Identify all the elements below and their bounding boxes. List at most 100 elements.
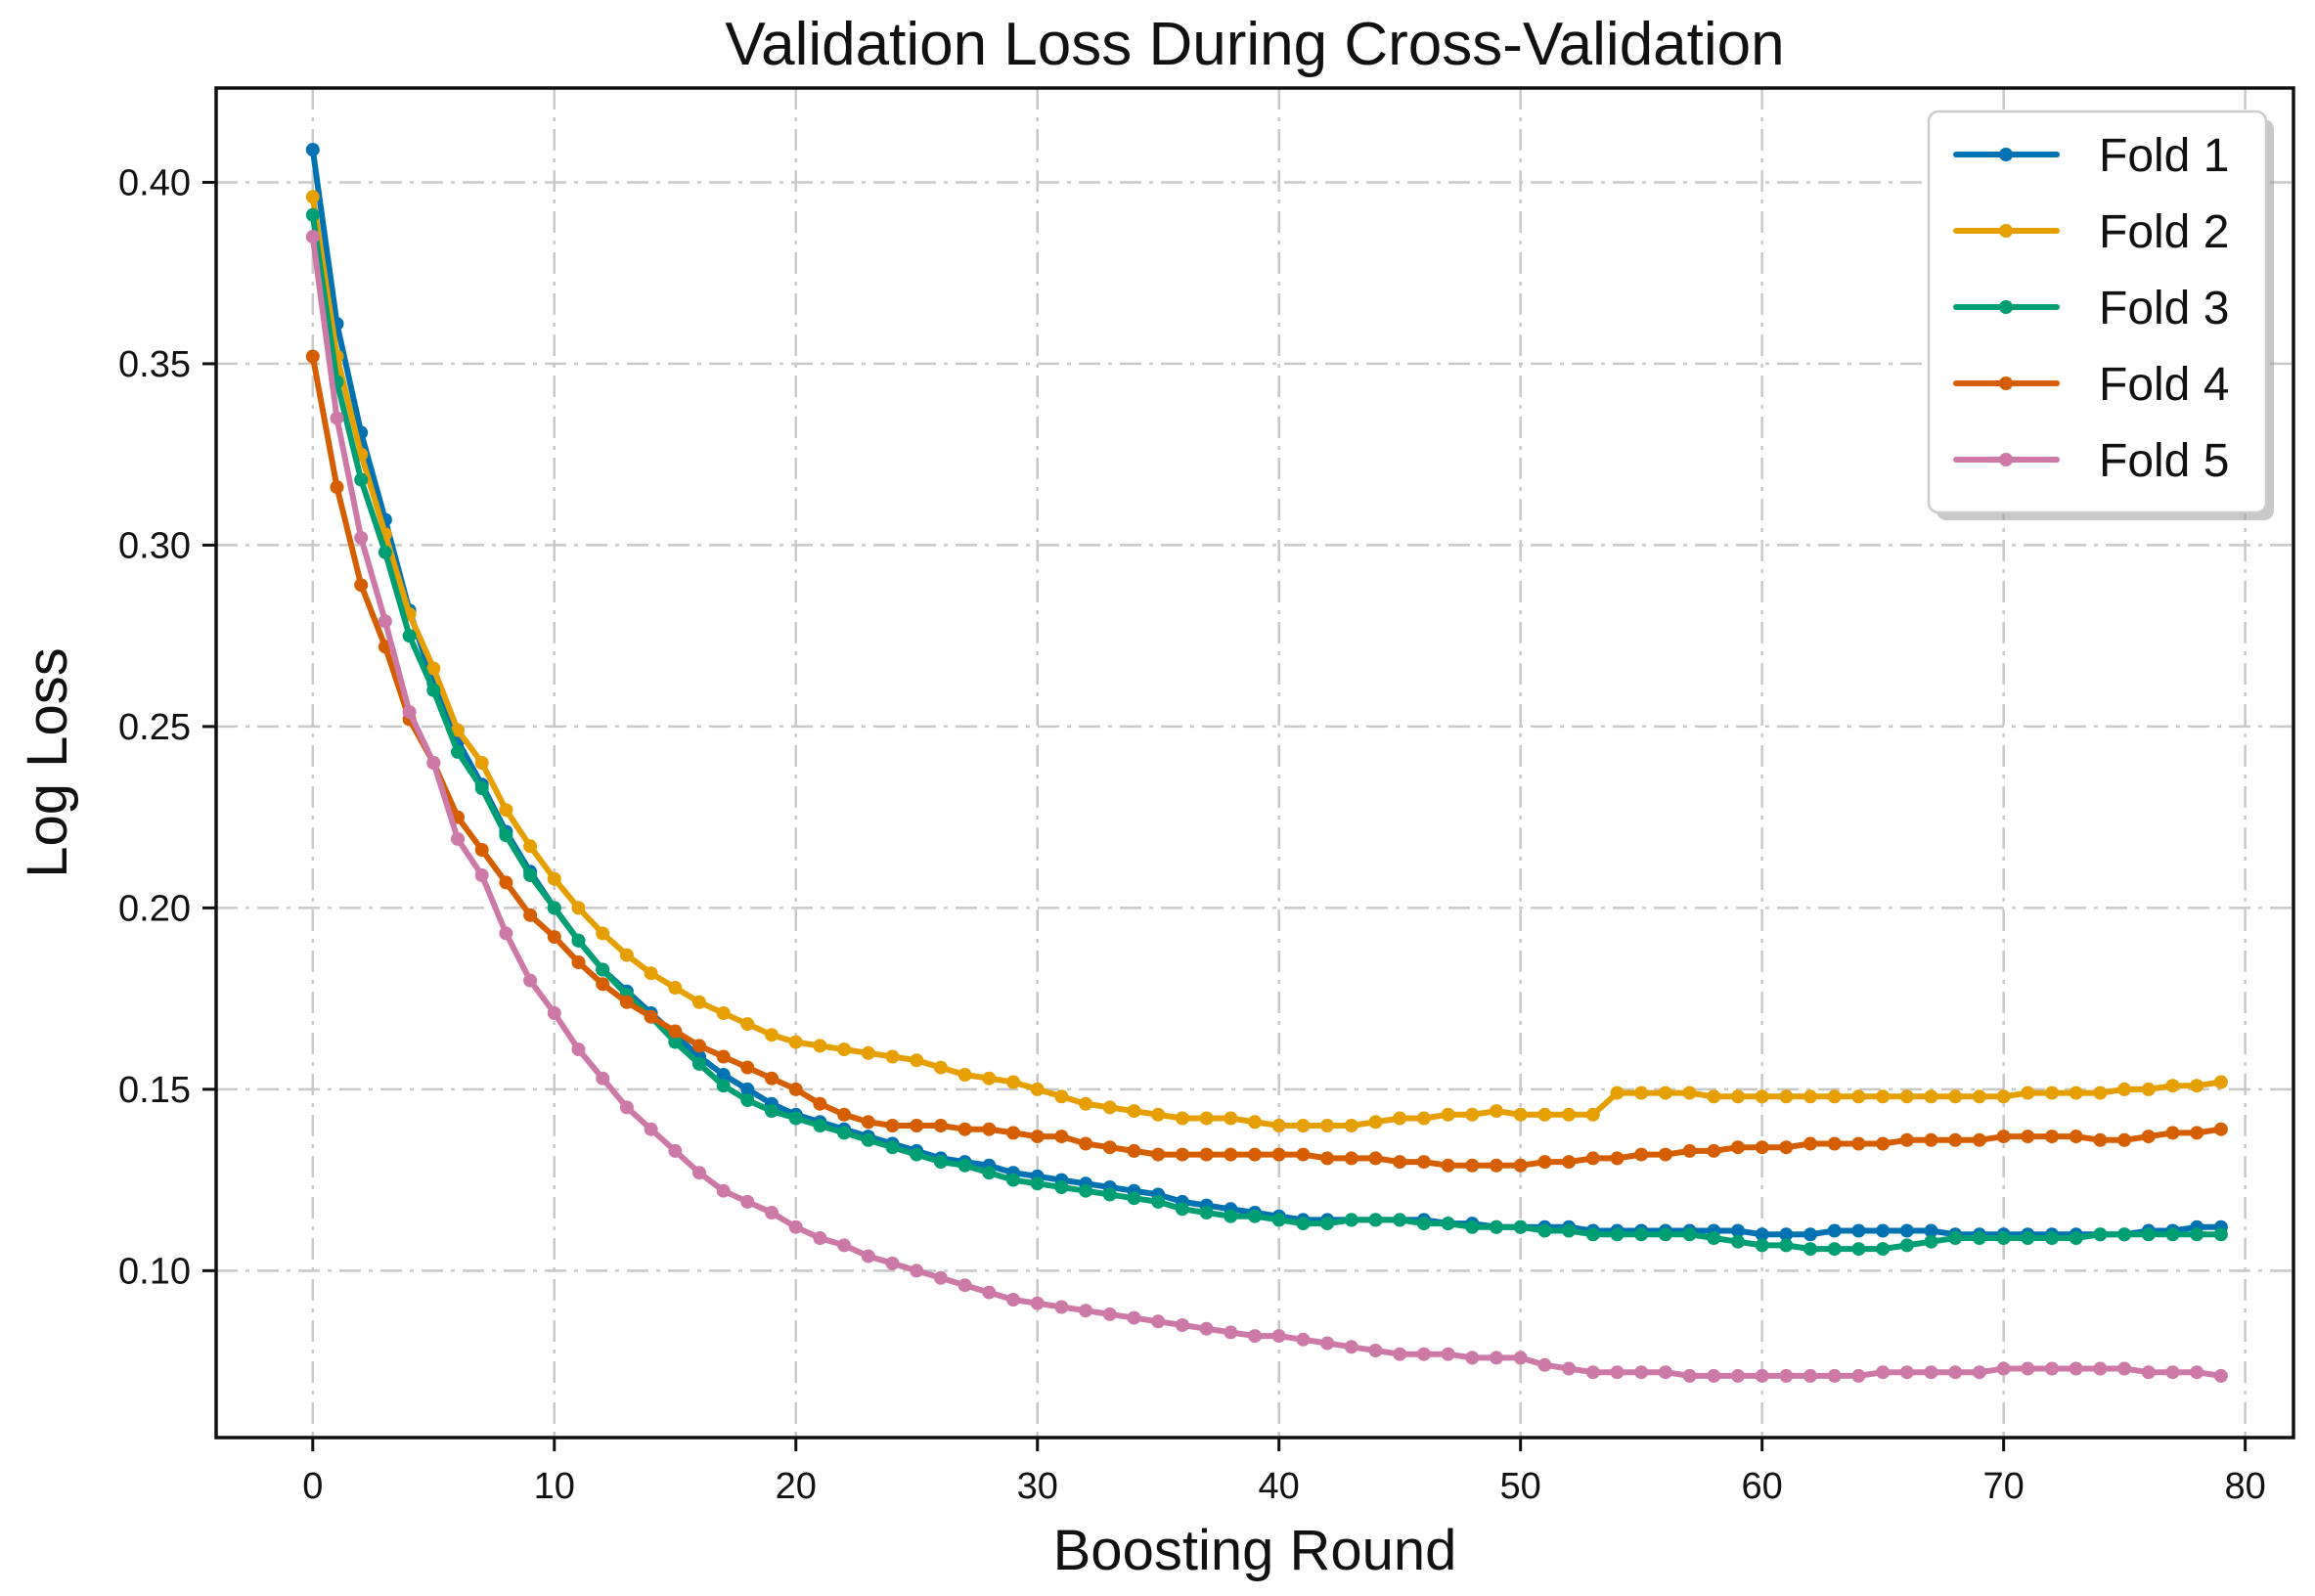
data-point <box>1658 1147 1672 1162</box>
x-tick-label: 50 <box>1500 1466 1541 1507</box>
data-point <box>1851 1223 1866 1238</box>
data-point <box>1707 1143 1721 1158</box>
data-point <box>2117 1082 2132 1096</box>
data-point <box>474 756 489 770</box>
data-point <box>2021 1130 2035 1144</box>
data-point <box>547 1006 561 1020</box>
data-point <box>1682 1086 1697 1100</box>
data-point <box>1054 1089 1069 1104</box>
legend-box <box>1927 110 2268 514</box>
legend: Fold 1 Fold 2 Fold 3 Fold 4 Fold 5 <box>1927 110 2274 520</box>
data-point <box>1924 1132 1938 1147</box>
data-point <box>2213 1075 2228 1089</box>
data-point <box>499 875 513 890</box>
data-point <box>933 1155 948 1170</box>
data-point <box>1972 1365 1986 1380</box>
data-point <box>1924 1234 1938 1249</box>
data-point <box>2165 1079 2180 1093</box>
data-point <box>1151 1194 1166 1209</box>
data-point <box>523 868 538 882</box>
data-point <box>1779 1368 1794 1383</box>
data-point <box>1054 1300 1069 1314</box>
data-point <box>2141 1227 2156 1242</box>
data-point <box>1537 1155 1552 1170</box>
data-point <box>571 933 586 948</box>
data-point <box>1079 1183 1093 1198</box>
data-point <box>1344 1340 1358 1354</box>
data-point <box>1368 1115 1383 1130</box>
data-point <box>1731 1223 1745 1238</box>
data-point <box>740 1017 755 1032</box>
data-point <box>740 1082 755 1096</box>
data-point <box>547 930 561 945</box>
data-point <box>2141 1082 2156 1096</box>
data-point <box>2165 1126 2180 1140</box>
data-point <box>474 868 489 882</box>
y-tick-label: 0.25 <box>118 707 191 748</box>
data-point <box>1996 1130 2011 1144</box>
data-point <box>1731 1140 1745 1155</box>
data-point <box>1271 1119 1286 1132</box>
data-point <box>1585 1107 1600 1122</box>
data-point <box>2069 1130 2083 1144</box>
legend-swatch-marker <box>1999 300 2013 314</box>
x-tick-label: 60 <box>1742 1466 1783 1507</box>
data-point <box>1827 1136 1842 1151</box>
data-point <box>1803 1242 1817 1257</box>
data-point <box>1127 1310 1141 1325</box>
data-point <box>619 995 634 1009</box>
x-tick-label: 30 <box>1017 1466 1058 1507</box>
data-point <box>1924 1365 1938 1380</box>
data-point <box>1731 1234 1745 1249</box>
data-point <box>596 977 610 992</box>
data-point <box>837 1126 852 1140</box>
data-point <box>1634 1147 1649 1162</box>
legend-label: Fold 4 <box>2099 359 2229 411</box>
data-point <box>813 1096 827 1111</box>
data-point <box>692 1166 706 1180</box>
data-point <box>716 1079 731 1093</box>
data-point <box>2141 1130 2156 1144</box>
data-point <box>1344 1151 1358 1166</box>
data-point <box>402 705 417 720</box>
data-point <box>1224 1147 1238 1162</box>
data-point <box>547 871 561 886</box>
data-point <box>2093 1227 2108 1242</box>
data-point <box>861 1132 875 1147</box>
data-point <box>2117 1227 2132 1242</box>
data-point <box>644 1122 658 1136</box>
data-point <box>2213 1227 2228 1242</box>
data-point <box>1513 1107 1528 1122</box>
data-point <box>1151 1147 1166 1162</box>
data-point <box>2069 1231 2083 1245</box>
x-tick-label: 10 <box>534 1466 575 1507</box>
data-point <box>1102 1307 1117 1321</box>
data-point <box>1755 1089 1769 1104</box>
data-point <box>1707 1231 1721 1245</box>
data-point <box>1755 1140 1769 1155</box>
data-point <box>692 995 706 1009</box>
data-point <box>1803 1368 1817 1383</box>
data-point <box>1755 1368 1769 1383</box>
data-point <box>1416 1217 1431 1231</box>
data-point <box>1490 1219 1503 1234</box>
data-point <box>1465 1107 1480 1122</box>
data-point <box>740 1093 755 1107</box>
data-point <box>644 966 658 981</box>
data-point <box>571 901 586 915</box>
data-point <box>1006 1173 1020 1187</box>
data-point <box>1465 1219 1480 1234</box>
legend-swatch-marker <box>1999 453 2013 466</box>
data-point <box>1175 1318 1189 1332</box>
data-point <box>788 1219 803 1234</box>
data-point <box>1271 1213 1286 1227</box>
data-point <box>1175 1111 1189 1126</box>
data-point <box>1224 1209 1238 1223</box>
data-point <box>1054 1130 1069 1144</box>
data-point <box>1127 1104 1141 1119</box>
data-point <box>910 1264 924 1278</box>
data-point <box>1151 1107 1166 1122</box>
data-point <box>571 955 586 969</box>
data-point <box>1682 1368 1697 1383</box>
